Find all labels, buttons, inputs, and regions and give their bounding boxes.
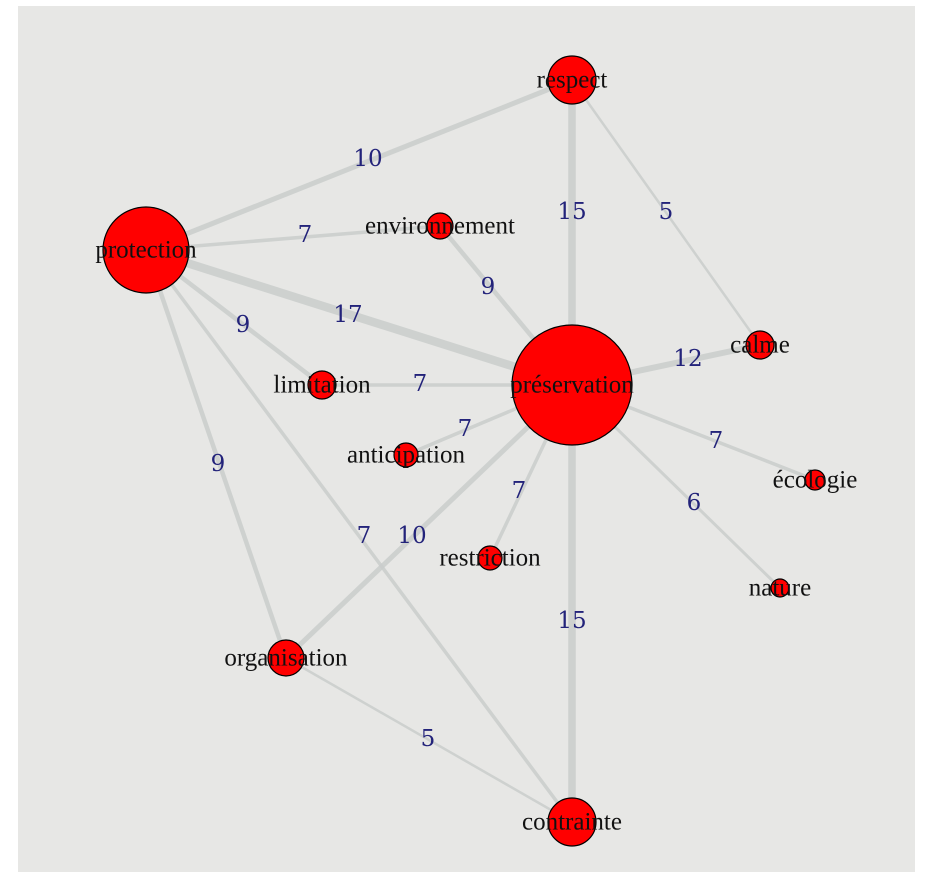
- node: [426, 212, 454, 240]
- node-label: restriction: [439, 545, 541, 572]
- edge: [570, 79, 762, 346]
- node-label: préservation: [510, 372, 634, 399]
- edge: [144, 245, 574, 390]
- edge: [145, 77, 573, 253]
- node-label: anticipation: [347, 442, 466, 469]
- edge: [284, 383, 574, 660]
- node: [477, 545, 503, 571]
- edge-label: 7: [357, 523, 372, 549]
- node-label: organisation: [224, 645, 348, 672]
- node-label: écologie: [773, 467, 858, 494]
- edge-label: 9: [481, 274, 496, 300]
- edge: [285, 656, 573, 824]
- node: [393, 442, 419, 468]
- node: [804, 469, 826, 491]
- edge-label: 7: [458, 416, 473, 442]
- edge-label: 7: [298, 222, 313, 248]
- node: [307, 370, 337, 400]
- edge-label: 10: [397, 523, 426, 549]
- edge: [143, 249, 289, 659]
- node-label: contrainte: [522, 809, 622, 836]
- edge-label: 7: [413, 371, 428, 397]
- node: [267, 639, 305, 677]
- node: [770, 578, 790, 598]
- edge-label: 9: [236, 312, 251, 338]
- node-label: protection: [95, 237, 197, 264]
- edge-label: 6: [687, 490, 702, 516]
- edge: [144, 248, 574, 824]
- node-label: nature: [749, 575, 811, 602]
- node: [102, 206, 190, 294]
- edge-label: 7: [709, 428, 724, 454]
- edge-label: 15: [557, 199, 586, 225]
- edge-label: 10: [353, 146, 382, 172]
- node: [511, 324, 633, 446]
- edge-label: 15: [557, 608, 586, 634]
- panel: [18, 6, 915, 872]
- node-label: environnement: [365, 213, 515, 240]
- edge-label: 7: [512, 478, 527, 504]
- edge-label: 9: [211, 451, 226, 477]
- edge-label: 5: [421, 726, 436, 752]
- node: [547, 55, 597, 105]
- node-label: respect: [537, 67, 608, 94]
- node: [547, 797, 597, 847]
- node: [745, 330, 775, 360]
- node-label: calme: [730, 332, 790, 359]
- edge-label: 12: [673, 346, 702, 372]
- edge-label: 17: [333, 302, 362, 328]
- edge-label: 5: [659, 199, 674, 225]
- node-label: limitation: [273, 372, 371, 399]
- edge: [145, 224, 441, 252]
